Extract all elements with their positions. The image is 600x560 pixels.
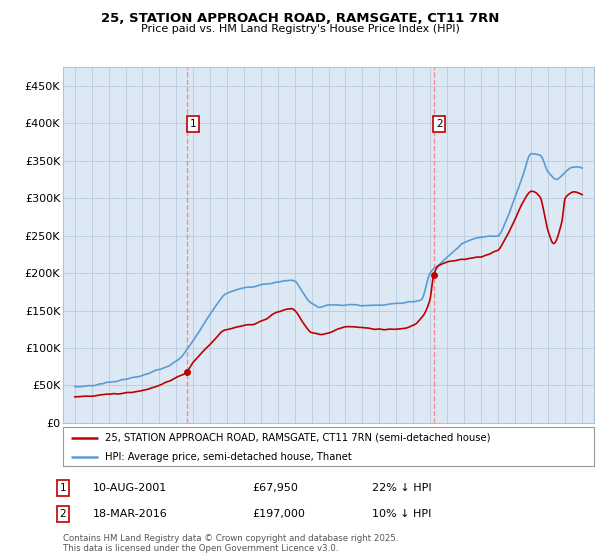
Text: 2: 2 [436, 119, 443, 129]
Text: 25, STATION APPROACH ROAD, RAMSGATE, CT11 7RN: 25, STATION APPROACH ROAD, RAMSGATE, CT1… [101, 12, 499, 25]
Text: 18-MAR-2016: 18-MAR-2016 [93, 509, 168, 519]
Text: Contains HM Land Registry data © Crown copyright and database right 2025.
This d: Contains HM Land Registry data © Crown c… [63, 534, 398, 553]
Text: HPI: Average price, semi-detached house, Thanet: HPI: Average price, semi-detached house,… [106, 452, 352, 463]
Text: 22% ↓ HPI: 22% ↓ HPI [372, 483, 431, 493]
Text: 1: 1 [59, 483, 67, 493]
Text: 10% ↓ HPI: 10% ↓ HPI [372, 509, 431, 519]
Text: Price paid vs. HM Land Registry's House Price Index (HPI): Price paid vs. HM Land Registry's House … [140, 24, 460, 34]
Text: 25, STATION APPROACH ROAD, RAMSGATE, CT11 7RN (semi-detached house): 25, STATION APPROACH ROAD, RAMSGATE, CT1… [106, 433, 491, 443]
Text: 2: 2 [59, 509, 67, 519]
Text: 1: 1 [190, 119, 196, 129]
Text: £67,950: £67,950 [252, 483, 298, 493]
Text: £197,000: £197,000 [252, 509, 305, 519]
Text: 10-AUG-2001: 10-AUG-2001 [93, 483, 167, 493]
